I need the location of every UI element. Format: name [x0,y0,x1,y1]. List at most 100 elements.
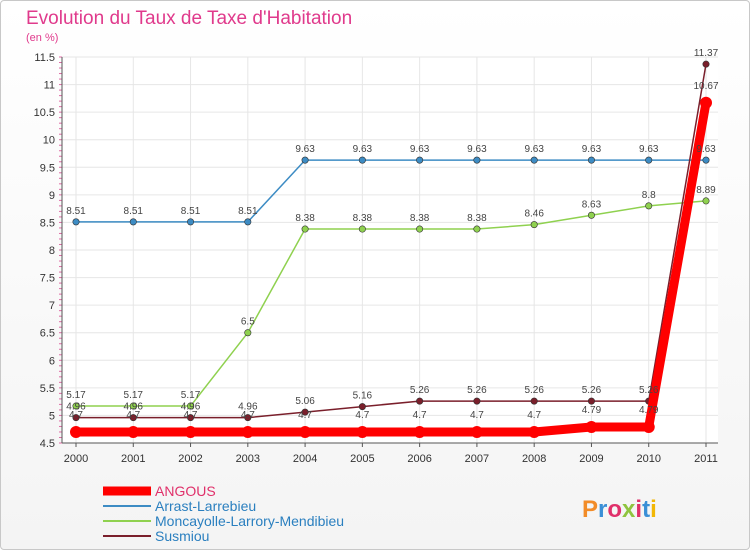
data-point [416,156,424,164]
data-label: 4.7 [126,410,140,421]
data-label: 8.38 [353,213,373,224]
x-tick-label: 2007 [465,453,489,465]
data-point [70,425,82,438]
data-point [72,414,80,422]
data-label: 9.63 [696,144,716,155]
data-point [645,202,653,210]
data-labels: 4.7 4.7 4.7 4.7 4.7 4.7 4.7 4.7 4.7 4.79 4.79 10.67… [66,48,719,421]
data-label: 4.7 [241,410,255,421]
data-label: 9.63 [295,144,315,155]
data-label: 4.96 [66,402,86,413]
x-tick-label: 2005 [350,453,374,465]
data-point [530,156,538,164]
data-label: 5.26 [410,385,430,396]
data-point [358,403,366,411]
data-point [702,197,710,205]
data-label: 8.8 [642,190,656,201]
y-tick-label: 9 [49,190,55,202]
data-label: 9.63 [639,144,659,155]
data-point [244,414,252,422]
data-label: 4.7 [69,410,83,421]
series-lines [70,60,712,438]
data-point [299,425,312,438]
x-tick-label: 2010 [636,453,660,465]
data-point [301,408,309,416]
data-label: 5.17 [124,390,144,401]
data-label: 5.06 [295,396,315,407]
svg-text:Proxiti: Proxiti [582,496,657,523]
data-point [413,425,426,438]
legend-label: Arrast-Larrebieu [155,498,256,514]
data-label: 5.26 [467,385,487,396]
x-tick-label: 2006 [407,453,431,465]
y-tick-label: 7.5 [40,273,55,285]
data-point [187,414,195,422]
legend: ANGOUSArrast-LarrebieuMoncayolle-Larrory… [103,483,344,544]
data-point [470,425,483,438]
data-label: 5.17 [66,390,86,401]
legend-label: Moncayolle-Larrory-Mendibieu [155,513,344,529]
legend-label: Susmiou [155,528,209,544]
data-label: 9.63 [524,144,544,155]
data-point [129,218,137,226]
y-tick-label: 8 [49,245,55,257]
y-tick-label: 8.5 [40,217,55,229]
data-label: 4.79 [639,405,659,416]
data-label: 8.38 [295,213,315,224]
data-label: 4.79 [582,405,602,416]
data-label: 8.89 [696,185,716,196]
data-point [72,218,80,226]
data-label: 4.7 [470,410,484,421]
data-label: 6.5 [241,317,255,328]
data-point [356,425,369,438]
data-label: 9.63 [582,144,602,155]
data-point [587,156,595,164]
data-label: 5.17 [181,390,201,401]
data-point [358,225,366,233]
data-point [244,329,252,337]
logo-letter: P [582,496,598,523]
x-tick-label: 2000 [64,453,88,465]
y-tick-label: 11 [44,80,55,92]
data-point [72,402,80,410]
data-label: 8.51 [238,206,258,217]
data-label: 5.26 [524,385,544,396]
data-label: 8.38 [467,213,487,224]
y-tick-label: 5.5 [40,383,55,395]
y-tick-label: 7 [49,300,55,312]
chart-title: Evolution du Taux de Taxe d'Habitation [26,8,352,29]
data-label: 4.96 [181,402,201,413]
chart-subtitle: (en %) [26,32,58,44]
data-point [184,425,197,438]
data-point [642,421,655,434]
x-tick-label: 2011 [694,453,718,465]
data-label: 4.7 [413,410,427,421]
y-tick-label: 11.5 [34,52,55,64]
y-tick-label: 6.5 [40,328,55,340]
data-point [585,421,598,434]
data-point [129,414,137,422]
data-point [416,225,424,233]
data-label: 4.7 [298,410,312,421]
data-point [241,425,254,438]
data-point [530,221,538,229]
logo-letter: t [642,496,650,523]
x-tick-label: 2004 [293,453,317,465]
data-point [587,397,595,405]
data-label: 9.63 [410,144,430,155]
data-point [528,425,541,438]
data-label: 8.63 [582,199,602,210]
data-label: 4.7 [527,410,541,421]
logo-letter: x [622,496,636,523]
data-point [473,397,481,405]
y-tick-label: 6 [49,355,55,367]
x-tick-label: 2002 [178,453,202,465]
data-label: 5.26 [582,385,602,396]
data-label: 4.7 [355,410,369,421]
logo-letter: r [598,496,607,523]
data-point [301,156,309,164]
data-point [301,225,309,233]
data-point [702,156,710,164]
data-label: 8.38 [410,213,430,224]
